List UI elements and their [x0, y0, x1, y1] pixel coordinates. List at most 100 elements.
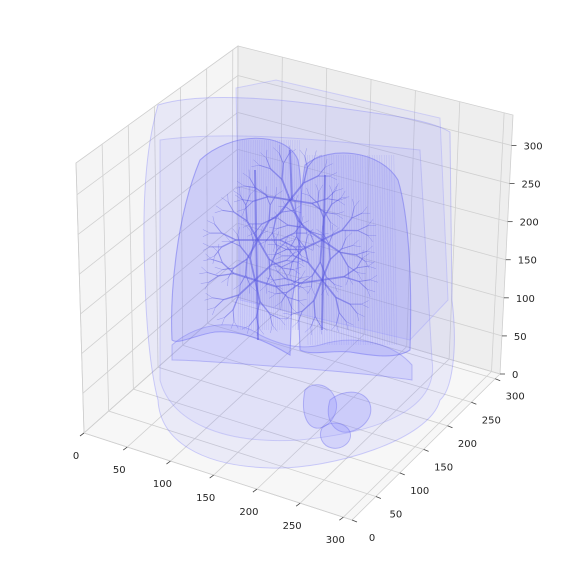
- y-grid-floor: [157, 366, 424, 450]
- airway-branch: [239, 284, 241, 293]
- y-grid-side: [231, 49, 234, 302]
- slice-line: [336, 154, 340, 346]
- airway-branch: [215, 269, 223, 275]
- airway-branch: [302, 275, 313, 283]
- airway-branch: [224, 309, 234, 318]
- airway-branch: [205, 293, 213, 299]
- slice-line: [388, 154, 393, 346]
- airway-branch: [321, 217, 325, 241]
- z-grid-back: [237, 185, 506, 261]
- airway-branch: [221, 262, 235, 274]
- airway-branch: [309, 231, 315, 243]
- airway-branch: [243, 185, 256, 189]
- slice-line: [324, 154, 328, 346]
- airway-branch: [255, 301, 261, 318]
- body-front: [159, 135, 434, 442]
- y-grid-floor: [83, 432, 353, 521]
- y-tick-label: 150: [434, 462, 453, 473]
- airway-branch: [322, 225, 324, 234]
- airway-branch: [300, 270, 306, 278]
- airway-branch: [275, 199, 291, 218]
- airway-branch: [361, 206, 368, 214]
- y-grid-side: [101, 144, 110, 412]
- slice-line: [343, 154, 347, 346]
- airway-branch: [299, 246, 302, 256]
- airway-branch: [245, 259, 248, 275]
- airway-branch: [259, 164, 271, 170]
- airway-branch: [243, 223, 251, 228]
- tick-labels: 0 50 100 150 200 250 300 0 50 100 150 200 250 300 0 50 1…: [73, 141, 543, 546]
- slice-line: [326, 154, 330, 346]
- airway-branch: [227, 193, 229, 203]
- airway-branch: [304, 148, 307, 157]
- airway-branch: [276, 242, 286, 251]
- airway-branch: [282, 267, 294, 271]
- airway-branch: [286, 259, 298, 263]
- slice-line: [316, 154, 321, 346]
- body-shell: [143, 97, 455, 469]
- airway-branch: [275, 243, 281, 251]
- airway-branch: [275, 283, 292, 288]
- y-tick-mark: [495, 378, 501, 382]
- airway-branch: [287, 197, 295, 203]
- slice-line: [279, 139, 282, 331]
- airway-branch: [224, 234, 231, 242]
- airway-branch: [294, 194, 299, 203]
- airway-branch: [322, 233, 330, 244]
- airway-branch: [285, 234, 289, 243]
- airway-branch: [328, 232, 334, 244]
- airway-branch: [211, 258, 223, 264]
- airway-branch: [325, 163, 333, 168]
- airway-branch: [317, 191, 320, 204]
- airway-branch: [288, 149, 296, 155]
- airway-branch: [207, 272, 219, 277]
- airway-branch: [329, 172, 337, 177]
- grid-lines: [75, 45, 512, 521]
- airway-branch: [272, 232, 276, 244]
- airway-branch: [335, 213, 343, 219]
- airway-branch: [311, 286, 315, 295]
- slice-line: [237, 139, 241, 331]
- slice-line: [355, 154, 359, 346]
- airway-branch: [202, 246, 211, 251]
- airway-branch: [343, 267, 358, 278]
- slice-line: [357, 154, 361, 346]
- airway-branch: [319, 239, 323, 263]
- back-slab: [235, 79, 449, 341]
- y-grid-floor: [231, 301, 496, 380]
- slice-line: [345, 154, 349, 346]
- airway-branch: [361, 303, 369, 308]
- airway-branch: [265, 285, 267, 294]
- slice-line: [262, 139, 265, 331]
- airway-branch: [305, 229, 314, 234]
- slice-line: [307, 154, 311, 346]
- airway-branch: [291, 307, 298, 314]
- airway-branch: [321, 229, 343, 241]
- airway-branch: [301, 220, 309, 225]
- slice-line: [284, 139, 287, 331]
- airway-branch: [318, 184, 324, 193]
- airway-branch: [362, 249, 364, 259]
- airway-branch: [341, 217, 353, 231]
- y-tick-mark: [423, 448, 429, 452]
- airway-branch: [239, 245, 251, 259]
- airway-branch: [317, 166, 326, 177]
- airway-branch: [343, 276, 360, 283]
- airway-branch: [249, 177, 256, 188]
- airway-branch: [321, 239, 341, 254]
- airway-branch: [249, 285, 251, 294]
- slice-line: [286, 139, 289, 331]
- airway-branch: [294, 250, 303, 253]
- slice-line: [374, 154, 378, 346]
- airway-branch: [271, 231, 277, 240]
- lower-structure-3: [319, 422, 351, 449]
- airway-branch: [365, 261, 370, 269]
- airway-branch: [254, 279, 277, 288]
- airway-branch: [330, 222, 332, 231]
- x-tick-mark: [339, 516, 344, 521]
- airway-branch: [239, 195, 247, 206]
- y-grid-side: [75, 162, 85, 434]
- slice-line: [393, 154, 397, 346]
- airway-branch: [301, 239, 323, 251]
- slice-line: [259, 139, 263, 331]
